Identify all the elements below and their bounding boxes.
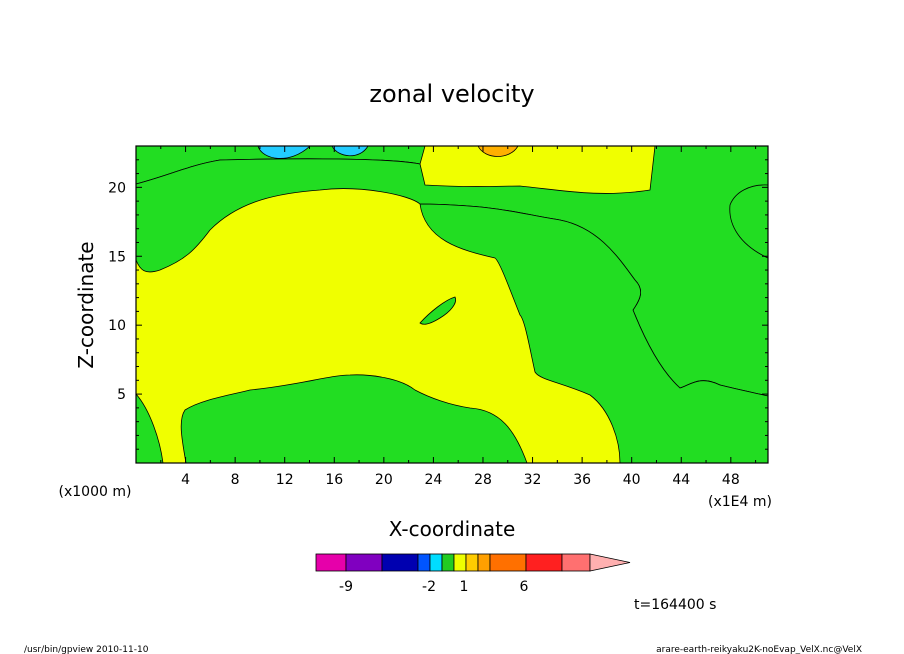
colorbar-swatch xyxy=(315,553,347,572)
colorbar-tick-label: 6 xyxy=(520,579,529,595)
footer-right: arare-earth-reikyaku2K-noEvap_VelX.nc@Ve… xyxy=(656,645,862,654)
x-tick-label: 20 xyxy=(375,472,393,488)
colorbar-tick-label: 1 xyxy=(460,579,469,595)
x-units-note: (x1E4 m) xyxy=(708,494,772,510)
green-region-bottom xyxy=(180,374,528,463)
x-axis-ticks: 4 8 12 16 20 24 28 32 36 40 44 48 xyxy=(160,146,757,488)
colorbar-swatch xyxy=(345,553,383,572)
green-region-small-patch xyxy=(419,296,457,325)
x-tick-label: 40 xyxy=(623,472,641,488)
x-tick-label: 44 xyxy=(672,472,690,488)
y-tick-label: 15 xyxy=(108,249,126,265)
colorbar-swatch xyxy=(429,553,443,572)
colorbar-swatch xyxy=(441,553,455,572)
colorbar-swatch xyxy=(465,553,479,572)
colorbar-swatch xyxy=(561,553,591,572)
colorbar-swatch xyxy=(477,553,491,572)
colorbar xyxy=(315,553,631,572)
x-tick-label: 24 xyxy=(424,472,442,488)
footer-left: /usr/bin/gpview 2010-11-10 xyxy=(24,645,149,654)
green-region-right-band xyxy=(419,203,768,463)
y-tick-label: 5 xyxy=(117,387,126,403)
colorbar-swatch xyxy=(489,553,527,572)
colorbar-swatch xyxy=(453,553,467,572)
colorbar-arrow xyxy=(589,553,631,572)
time-label: t=164400 s xyxy=(634,597,716,613)
x-axis-label: X-coordinate xyxy=(389,517,516,541)
colorbar-swatch xyxy=(417,553,431,572)
x-tick-label: 28 xyxy=(474,472,492,488)
x-tick-label: 12 xyxy=(276,472,294,488)
colorbar-labels: -9 -2 1 6 xyxy=(339,579,529,595)
x-tick-label: 4 xyxy=(181,472,190,488)
green-region-right-patch xyxy=(729,184,768,259)
y-tick-label: 10 xyxy=(108,318,126,334)
plot-frame xyxy=(135,145,769,464)
x-tick-label: 16 xyxy=(325,472,343,488)
y-units-note: (x1000 m) xyxy=(59,484,132,500)
x-tick-label: 36 xyxy=(573,472,591,488)
y-axis-ticks: 5 10 15 20 xyxy=(108,159,768,450)
colorbar-tick-label: -2 xyxy=(422,579,436,595)
contour-field xyxy=(136,146,768,463)
x-tick-label: 32 xyxy=(524,472,542,488)
y-axis-label: Z-coordinate xyxy=(74,241,98,368)
y-tick-label: 20 xyxy=(108,180,126,196)
x-tick-label: 48 xyxy=(722,472,740,488)
x-tick-label: 8 xyxy=(231,472,240,488)
colorbar-swatch xyxy=(525,553,563,572)
colorbar-swatch xyxy=(381,553,419,572)
chart-title: zonal velocity xyxy=(369,80,534,108)
colorbar-tick-label: -9 xyxy=(339,579,353,595)
